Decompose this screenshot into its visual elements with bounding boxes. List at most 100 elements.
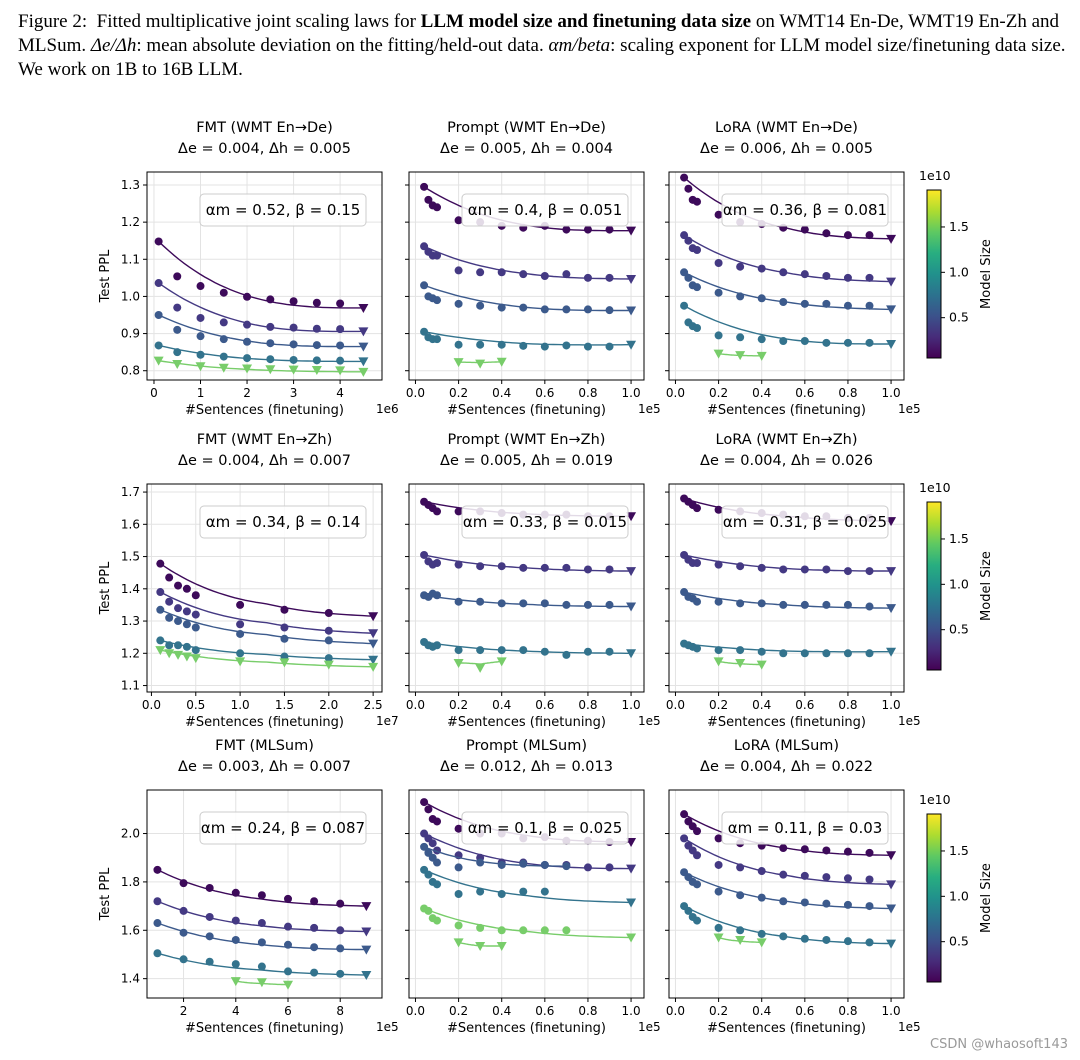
data-point [865, 231, 874, 240]
data-point [165, 573, 174, 582]
data-point [191, 591, 200, 600]
x-tick-label: 2 [243, 386, 251, 400]
fit-curve [683, 177, 892, 240]
data-point [174, 617, 183, 626]
data-point [583, 305, 592, 314]
data-point [280, 623, 289, 632]
annotation-text: αm = 0.31, β = 0.025 [723, 513, 887, 531]
colorbar-1: 1e10 0.5 1.0 1.5 Model Size [919, 168, 994, 359]
data-point [424, 195, 433, 204]
x-exponent-label: 1e5 [898, 1020, 921, 1034]
annotation: αm = 0.52, β = 0.15 [199, 193, 367, 227]
data-point [196, 313, 205, 322]
heldout-point [886, 880, 897, 890]
fit-curve [423, 284, 632, 312]
data-point [312, 356, 321, 365]
heldout-point [358, 357, 369, 367]
data-point [714, 288, 723, 297]
data-point [714, 860, 723, 869]
colorbar-tick-label: 0.5 [949, 622, 969, 637]
data-point [540, 926, 549, 935]
data-point [336, 969, 345, 978]
fit-curve [423, 832, 632, 870]
data-point [312, 298, 321, 307]
data-point [680, 268, 689, 277]
data-point [280, 634, 289, 643]
data-point [424, 805, 433, 814]
data-point [843, 338, 852, 347]
y-tick-label: 1.3 [121, 614, 140, 628]
annotation-box [461, 505, 629, 539]
data-point [757, 647, 766, 656]
data-point [476, 268, 485, 277]
data-point [236, 620, 245, 629]
data-point [757, 599, 766, 608]
data-point [179, 879, 188, 888]
data-point [156, 559, 165, 568]
x-axis-label: #Sentences (finetuning) [707, 403, 866, 418]
data-point [266, 355, 275, 364]
x-tick-label: 0.2 [709, 698, 728, 712]
data-point [236, 600, 245, 609]
data-point [562, 563, 571, 572]
data-point [165, 597, 174, 606]
data-point [680, 810, 689, 819]
heldout-point [626, 226, 637, 236]
data-point [433, 335, 442, 344]
data-point [476, 597, 485, 606]
data-point [843, 301, 852, 310]
x-tick-label: 3 [290, 386, 298, 400]
heldout-point [190, 654, 201, 664]
data-point [454, 597, 463, 606]
colorbar-exponent: 1e10 [919, 792, 951, 807]
colorbar-label: Model Size [979, 239, 994, 309]
data-point [865, 902, 874, 911]
data-point [289, 340, 298, 349]
data-point [605, 342, 614, 351]
data-point [822, 299, 831, 308]
heldout-point [626, 838, 637, 847]
heldout-point [735, 351, 746, 361]
heldout-point [626, 512, 637, 522]
heldout-point [626, 306, 637, 316]
data-point [289, 355, 298, 364]
data-point [822, 873, 831, 882]
data-point [454, 824, 463, 833]
data-point [865, 875, 874, 884]
x-tick-label: 0.8 [578, 698, 597, 712]
x-tick-label: 0.0 [406, 386, 425, 400]
data-point [519, 599, 528, 608]
data-point [497, 599, 506, 608]
heldout-point [496, 657, 507, 667]
data-point [420, 281, 429, 290]
data-point [843, 874, 852, 883]
axes-frame [408, 789, 645, 999]
data-point [179, 928, 188, 937]
data-point [757, 867, 766, 876]
panel-5: 0.0 0.2 0.4 0.6 0.8 1.0 Prompt (WMT En→Zh) Δe =… [405, 432, 661, 730]
data-point [583, 225, 592, 234]
data-point [196, 282, 205, 291]
data-point [693, 851, 702, 860]
annotation-text: αm = 0.1, β = 0.025 [468, 819, 623, 837]
heldout-point [361, 902, 372, 912]
data-point [822, 846, 831, 855]
x-tick-label: 0.2 [449, 386, 468, 400]
annotation-box [461, 811, 629, 845]
data-point [424, 870, 433, 879]
x-tick-label: 0.2 [709, 1004, 728, 1018]
axes-frame [146, 789, 383, 999]
panel-subtitle: Δe = 0.005, Δh = 0.004 [440, 141, 613, 157]
panel-2: 0.0 0.2 0.4 0.6 0.8 1.0 Prompt (WMT En→De) Δe =… [405, 120, 661, 418]
y-tick-label: 1.3 [121, 178, 140, 192]
data-point [540, 342, 549, 351]
heldout-point [361, 945, 372, 955]
annotation-box [199, 193, 367, 227]
data-point [519, 926, 528, 935]
data-point [174, 641, 183, 650]
data-point [476, 923, 485, 932]
data-point [680, 231, 689, 240]
heldout-point [164, 649, 175, 659]
panel-title: LoRA (MLSum) [734, 738, 839, 754]
data-point [165, 613, 174, 622]
